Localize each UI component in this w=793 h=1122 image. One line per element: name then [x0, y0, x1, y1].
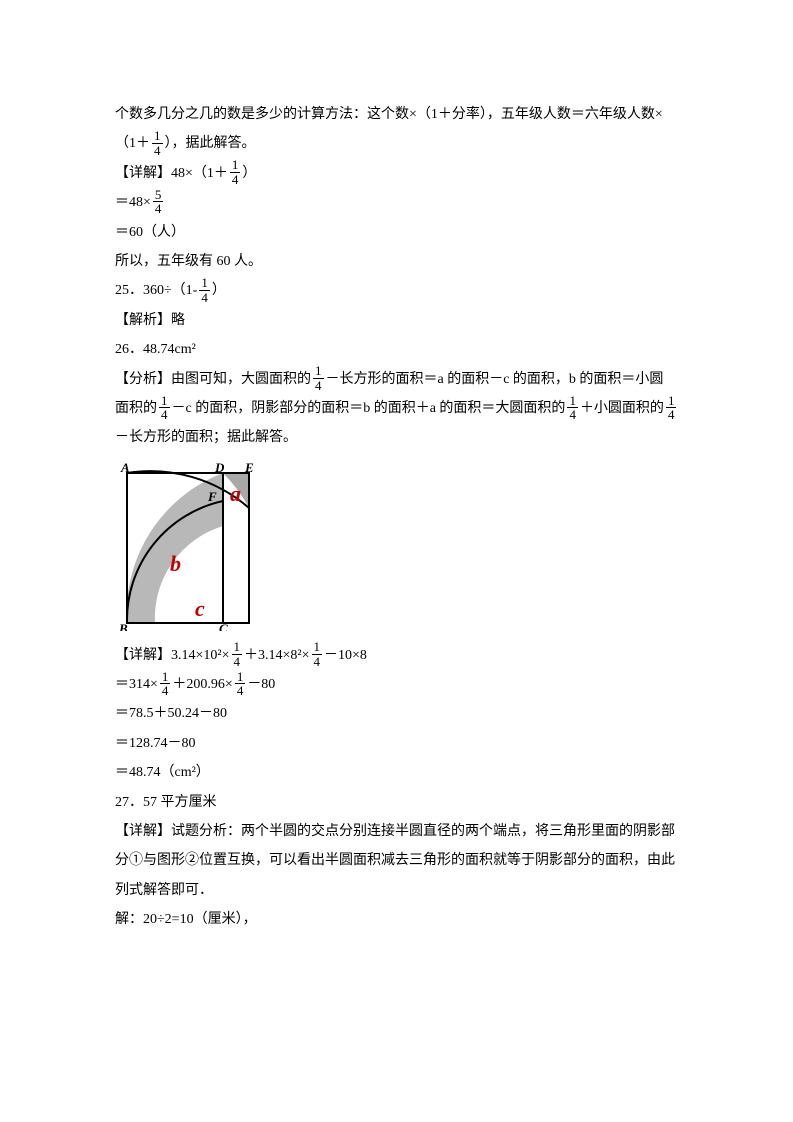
- numer: 5: [153, 188, 164, 203]
- denom: 4: [153, 202, 164, 216]
- q25-line2: 【解析】略: [115, 306, 678, 335]
- svg-text:C: C: [219, 621, 228, 631]
- text: －80: [247, 677, 275, 692]
- q26-analysis-3: －长方形的面积；据此解答。: [115, 423, 678, 452]
- numer: 1: [666, 394, 677, 409]
- denom: 4: [230, 173, 241, 187]
- q26-analysis-1: 【分析】由图可知，大圆面积的14－长方形的面积＝a 的面积－c 的面积，b 的面…: [115, 365, 678, 394]
- fraction-1-4: 14: [230, 158, 241, 186]
- text: ＋小圆面积的: [580, 401, 664, 416]
- q25-line1: 25．360÷（1-14）: [115, 276, 678, 305]
- q27-line5: 解：20÷2=10（厘米），: [115, 905, 678, 934]
- fraction-1-4: 14: [232, 640, 243, 668]
- text: 分: [115, 853, 129, 868]
- p1-line1a: 个数多几分之几的数是多少的计算方法：这个数×（1＋分率），五年级人数＝六年级人数…: [115, 100, 678, 129]
- text: （1＋: [115, 136, 150, 151]
- fraction-5-4: 54: [153, 188, 164, 216]
- numer: 1: [567, 394, 578, 409]
- svg-text:b: b: [170, 551, 181, 576]
- numer: 1: [160, 670, 171, 685]
- svg-text:F: F: [207, 489, 217, 504]
- q26-detail-2: ＝314×14＋200.96×14－80: [115, 670, 678, 699]
- numer: 1: [152, 129, 163, 144]
- text: 位置互换，可以看出半圆面积减去三角形的面积就等于阴影部分的面积，由此: [199, 853, 675, 868]
- p1-answer: 所以，五年级有 60 人。: [115, 247, 678, 276]
- denom: 4: [666, 408, 677, 422]
- text: ），据此解答。: [165, 136, 256, 151]
- fraction-1-4: 14: [666, 394, 677, 422]
- q26-analysis-2: 面积的14－c 的面积，阴影部分的面积＝b 的面积＋a 的面积＝大圆面积的14＋…: [115, 394, 678, 423]
- numer: 1: [230, 158, 241, 173]
- denom: 4: [159, 408, 170, 422]
- denom: 4: [160, 684, 171, 698]
- denom: 4: [199, 291, 210, 305]
- svg-text:D: D: [214, 461, 225, 475]
- text: 【详解】48×（1＋: [115, 166, 228, 181]
- denom: 4: [235, 684, 246, 698]
- q26-detail-4: ＝128.74－80: [115, 729, 678, 758]
- q26-detail-5: ＝48.74（cm²）: [115, 758, 678, 787]
- p1-detail-1: 【详解】48×（1＋14）: [115, 159, 678, 188]
- svg-text:B: B: [118, 621, 128, 631]
- p1-line1b: （1＋14），据此解答。: [115, 129, 678, 158]
- text: 25．360÷（1-: [115, 283, 197, 298]
- numer: 1: [235, 670, 246, 685]
- numer: 1: [159, 394, 170, 409]
- numer: 1: [232, 640, 243, 655]
- text: ＋3.14×8²×: [244, 648, 310, 663]
- svg-text:c: c: [195, 596, 205, 621]
- denom: 4: [232, 655, 243, 669]
- text: ）: [242, 166, 256, 181]
- text: ＝314×: [115, 677, 158, 692]
- denom: 4: [567, 408, 578, 422]
- q27-line2: 【详解】试题分析：两个半圆的交点分别连接半圆直径的两个端点，将三角形里面的阴影部: [115, 817, 678, 846]
- denom: 4: [313, 379, 324, 393]
- svg-text:a: a: [230, 481, 241, 506]
- fraction-1-4: 14: [160, 670, 171, 698]
- denom: 4: [312, 655, 323, 669]
- q26-line1: 26．48.74cm²: [115, 335, 678, 364]
- fraction-1-4: 14: [199, 276, 210, 304]
- text: ）: [212, 283, 226, 298]
- fraction-1-4: 14: [159, 394, 170, 422]
- q27-line1: 27．57 平方厘米: [115, 788, 678, 817]
- numer: 1: [312, 640, 323, 655]
- q26-figure: A D E F B C a b c: [115, 461, 678, 631]
- svg-text:E: E: [244, 461, 254, 475]
- q26-detail-3: ＝78.5＋50.24－80: [115, 699, 678, 728]
- numer: 1: [199, 276, 210, 291]
- q27-line3: 分①与图形②位置互换，可以看出半圆面积减去三角形的面积就等于阴影部分的面积，由此: [115, 846, 678, 875]
- svg-text:A: A: [120, 461, 130, 475]
- text: ＝48×: [115, 195, 151, 210]
- p1-detail-2: ＝48×54: [115, 188, 678, 217]
- circled-1: ①: [129, 853, 143, 868]
- text: ＋200.96×: [172, 677, 232, 692]
- denom: 4: [152, 144, 163, 158]
- text: －c 的面积，阴影部分的面积＝b 的面积＋a 的面积＝大圆面积的: [172, 401, 566, 416]
- page: 个数多几分之几的数是多少的计算方法：这个数×（1＋分率），五年级人数＝六年级人数…: [0, 0, 793, 1122]
- text: －10×8: [324, 648, 367, 663]
- p1-detail-3: ＝60（人）: [115, 218, 678, 247]
- fraction-1-4: 14: [313, 364, 324, 392]
- numer: 1: [313, 364, 324, 379]
- fraction-1-4: 14: [152, 129, 163, 157]
- text: 与图形: [143, 853, 185, 868]
- circled-2: ②: [185, 853, 199, 868]
- text: 【分析】由图可知，大圆面积的: [115, 372, 311, 387]
- text: 面积的: [115, 401, 157, 416]
- text: 【详解】3.14×10²×: [115, 648, 230, 663]
- text: －长方形的面积＝a 的面积－c 的面积，b 的面积＝小圆: [326, 372, 664, 387]
- q27-line4: 列式解答即可．: [115, 876, 678, 905]
- fraction-1-4: 14: [312, 640, 323, 668]
- q26-detail-1: 【详解】3.14×10²×14＋3.14×8²×14－10×8: [115, 641, 678, 670]
- fraction-1-4: 14: [235, 670, 246, 698]
- fraction-1-4: 14: [567, 394, 578, 422]
